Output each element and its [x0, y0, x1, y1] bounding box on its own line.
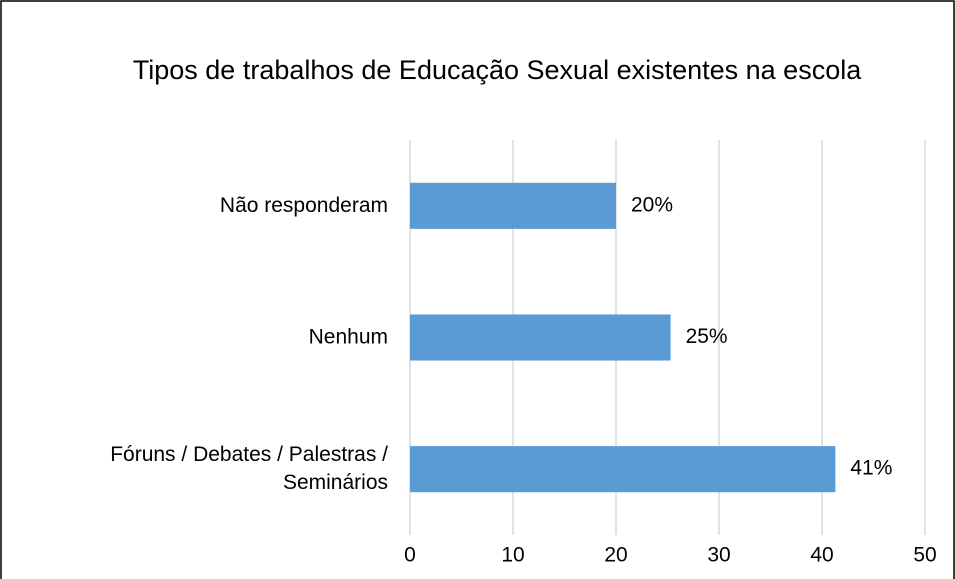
bar — [410, 314, 671, 361]
value-label: 41% — [850, 457, 892, 480]
y-tick-label: Nenhum — [309, 325, 388, 348]
x-tick-label: 50 — [913, 544, 936, 567]
x-tick-label: 30 — [707, 544, 730, 567]
bar — [410, 446, 836, 493]
x-tick-label: 20 — [604, 544, 627, 567]
text-line: Nenhum — [309, 325, 388, 348]
text-line: Tipos de trabalhos de Educação Sexual ex… — [133, 55, 862, 85]
chart-title: Tipos de trabalhos de Educação Sexual ex… — [133, 55, 862, 85]
value-label: 25% — [686, 325, 728, 348]
y-tick-label: Não responderam — [220, 193, 388, 216]
text-line: Seminários — [283, 471, 388, 494]
value-label: 20% — [631, 193, 673, 216]
y-tick-label: Fóruns / Debates / Palestras / Seminários — [110, 443, 388, 494]
x-tick-label: 10 — [501, 544, 524, 567]
text-line: Não responderam — [220, 193, 388, 216]
bar — [410, 182, 616, 229]
text-line: Fóruns / Debates / Palestras / — [110, 443, 388, 466]
x-tick-label: 40 — [810, 544, 833, 567]
x-tick-label: 0 — [404, 544, 416, 567]
